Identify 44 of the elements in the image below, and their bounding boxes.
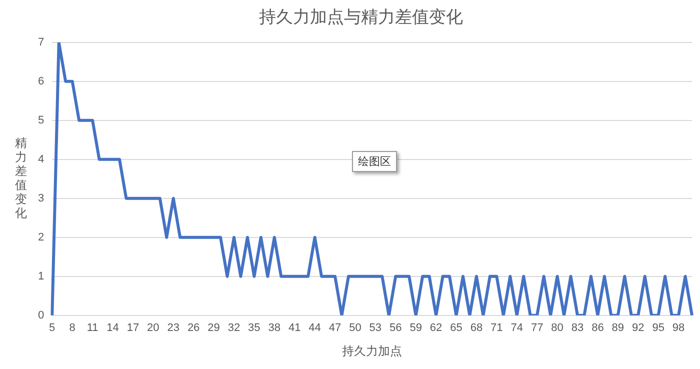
y-axis-title: 精力差值变化 (14, 136, 28, 220)
y-tick-label: 3 (38, 192, 44, 204)
x-tick-label: 14 (106, 322, 119, 334)
x-tick-label: 65 (450, 322, 462, 334)
annotation: 绘图区 (352, 151, 397, 172)
x-tick-label: 32 (228, 322, 240, 334)
x-axis-title: 持久力加点 (342, 344, 402, 358)
chart-title: 持久力加点与精力差值变化 (259, 8, 463, 28)
x-tick-label: 89 (612, 322, 624, 334)
x-tick-label: 44 (308, 322, 321, 334)
x-tick-label: 98 (672, 322, 685, 334)
x-tick-label: 71 (490, 322, 503, 334)
x-tick-label: 77 (530, 322, 544, 334)
y-tick-label: 2 (38, 231, 44, 244)
y-tick-label: 0 (38, 309, 44, 322)
y-tick-label: 4 (38, 153, 44, 166)
x-tick-label: 56 (390, 322, 402, 334)
x-tick-label: 26 (187, 322, 200, 334)
x-tick-label: 29 (208, 322, 220, 334)
x-tick-label: 50 (349, 322, 362, 334)
x-tick-label: 23 (167, 322, 180, 334)
x-tick-label: 68 (470, 322, 483, 334)
x-tick-label: 11 (86, 322, 98, 334)
x-tick-label: 95 (652, 322, 664, 334)
x-tick-label: 83 (571, 322, 584, 334)
y-tick-label: 5 (38, 114, 44, 126)
y-tick-label: 1 (38, 270, 44, 282)
x-tick-label: 41 (288, 322, 301, 334)
x-tick-label: 35 (248, 322, 260, 334)
x-tick-label: 47 (328, 322, 342, 334)
x-tick-label: 20 (147, 322, 160, 334)
x-tick-label: 8 (69, 322, 76, 334)
x-tick-label: 5 (49, 322, 56, 334)
x-tick-label: 62 (430, 322, 442, 334)
x-tick-label: 53 (369, 322, 382, 334)
y-tick-label: 6 (38, 75, 44, 88)
x-tick-label: 86 (592, 322, 604, 334)
x-tick-label: 74 (510, 322, 523, 334)
y-tick-label: 7 (38, 36, 44, 48)
x-tick-label: 80 (551, 322, 564, 334)
x-tick-label: 59 (410, 322, 422, 334)
x-tick-label: 17 (126, 322, 140, 334)
x-tick-label: 92 (632, 322, 644, 334)
x-tick-label: 38 (268, 322, 281, 334)
